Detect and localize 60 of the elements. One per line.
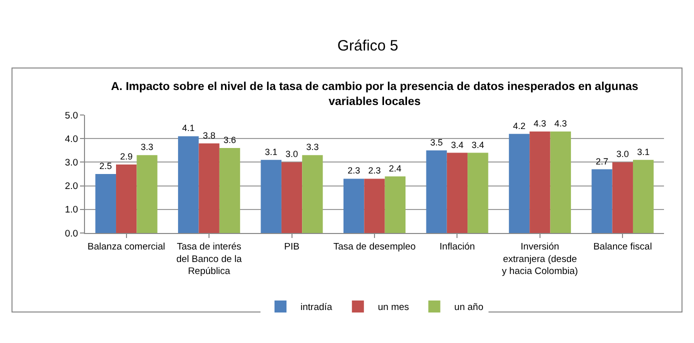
bar	[95, 174, 116, 233]
bar	[508, 134, 530, 233]
bar	[116, 164, 137, 233]
x-tick-label: Balanza comercial	[88, 241, 166, 252]
bar	[364, 178, 385, 233]
data-label: 2.7	[596, 156, 608, 166]
data-label: 3.4	[450, 140, 464, 150]
bar	[550, 132, 571, 233]
bar	[530, 132, 550, 233]
data-label: 3.0	[616, 149, 629, 160]
data-label: 3.4	[472, 140, 484, 150]
x-tick-label: Balance fiscal	[593, 241, 652, 252]
data-label: 3.5	[430, 137, 443, 148]
y-tick-label: 4.0	[64, 134, 78, 145]
data-label: 3.6	[223, 135, 236, 146]
data-label: 3.1	[264, 146, 278, 157]
chart-subtitle: A. Impacto sobre el nivel de la tasa de cambio por la presencia de datos inesperados en algunas variables locales	[111, 81, 638, 108]
bar	[281, 162, 302, 233]
legend-label: intradía	[300, 302, 333, 314]
data-label: 3.3	[306, 142, 319, 152]
data-label: 2.5	[99, 161, 112, 171]
bar	[302, 155, 323, 233]
y-tick-label: 3.0	[64, 158, 78, 169]
bar	[592, 169, 612, 233]
data-label: 4.3	[534, 118, 546, 129]
data-label: 4.3	[554, 118, 567, 129]
legend-label: un año	[454, 302, 484, 314]
x-tick-label: PIB	[284, 241, 300, 252]
bar	[136, 155, 158, 233]
x-tick-label: Inflación	[440, 241, 475, 252]
bar	[198, 143, 220, 233]
data-label: 3.3	[140, 142, 154, 152]
bar	[260, 160, 282, 233]
data-label: 2.3	[368, 166, 381, 176]
data-label: 2.4	[388, 163, 402, 174]
data-label: 3.8	[202, 130, 216, 140]
y-tick-label: 2.0	[64, 181, 78, 192]
y-tick-label: 0.0	[64, 228, 78, 240]
bar	[426, 150, 447, 233]
bar	[343, 178, 364, 233]
chart-title: Gráfico 5	[337, 37, 398, 54]
data-label: 4.1	[182, 123, 195, 134]
bar	[632, 160, 654, 233]
bar	[612, 162, 633, 233]
bar	[446, 152, 468, 233]
data-label: 2.9	[120, 152, 133, 162]
x-tick-label: Inversión extranjera (desde y hacia Colombia)	[502, 241, 578, 278]
bar	[178, 136, 199, 233]
x-tick-label: Tasa de interés del Banco de la República	[176, 241, 243, 278]
bar	[219, 148, 240, 233]
y-tick-label: 5.0	[64, 110, 78, 122]
data-label: 4.2	[512, 120, 526, 131]
bar	[468, 152, 488, 233]
data-label: 3.1	[637, 146, 650, 157]
data-label: 3.0	[286, 149, 298, 160]
x-tick-label: Tasa de desempleo	[333, 241, 416, 252]
legend-label: un mes	[378, 302, 410, 314]
data-label: 2.3	[348, 166, 360, 176]
y-tick-label: 1.0	[64, 204, 78, 216]
bar	[384, 176, 406, 233]
